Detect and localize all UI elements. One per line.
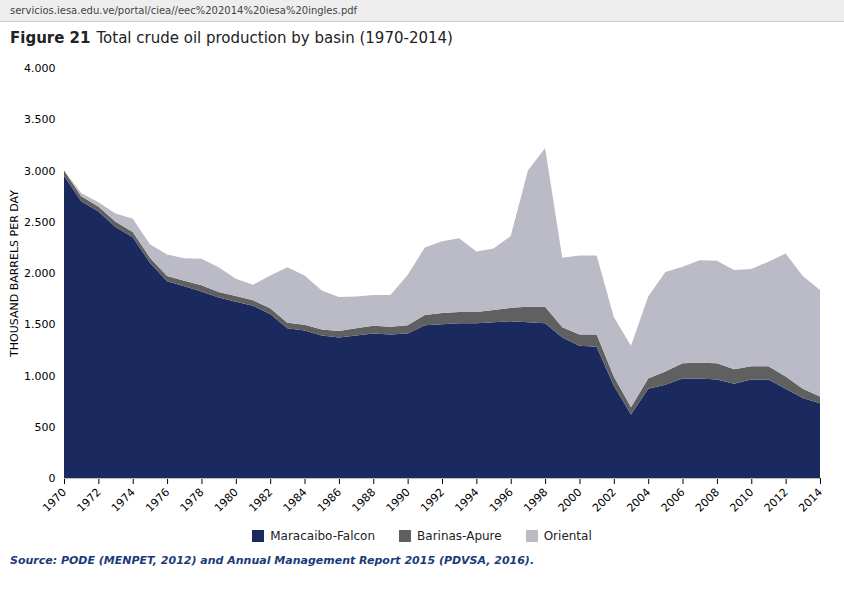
svg-text:4.000: 4.000: [24, 62, 56, 75]
svg-text:1970: 1970: [40, 486, 69, 515]
svg-text:1976: 1976: [143, 486, 172, 515]
svg-text:2000: 2000: [556, 486, 585, 515]
svg-text:1986: 1986: [315, 486, 344, 515]
html-text:Maracaibo-Falcon: Maracaibo-Falcon: [270, 529, 375, 543]
svg-text:2008: 2008: [693, 486, 722, 515]
svg-text:1972: 1972: [74, 486, 103, 515]
svg-text:1994: 1994: [452, 486, 481, 515]
svg-text:THOUSAND BARRELS PER DAY: THOUSAND BARRELS PER DAY: [8, 190, 21, 358]
html-text:Barinas-Apure: Barinas-Apure: [417, 529, 502, 543]
svg-text:2004: 2004: [624, 486, 653, 515]
svg-text:1990: 1990: [384, 486, 413, 515]
html-text:Figure 21 Total crude oil prod: Figure 21 Total crude oil production by …: [10, 29, 453, 47]
svg-text:3.000: 3.000: [24, 165, 56, 178]
html-text:servicios.iesa.edu.ve/portal/c: servicios.iesa.edu.ve/portal/ciea//eec%2…: [10, 5, 358, 16]
svg-text:1980: 1980: [212, 486, 241, 515]
svg-text:2.000: 2.000: [24, 267, 56, 280]
svg-text:1998: 1998: [521, 486, 550, 515]
svg-text:2012: 2012: [762, 486, 791, 515]
svg-text:1.000: 1.000: [24, 370, 56, 383]
svg-text:1992: 1992: [418, 486, 447, 515]
svg-text:1978: 1978: [178, 486, 207, 515]
svg-text:1974: 1974: [109, 486, 138, 515]
svg-text:2010: 2010: [727, 486, 756, 515]
html-text:Source: PODE (MENPET, 2012) an: Source: PODE (MENPET, 2012) and Annual M…: [10, 554, 535, 567]
svg-text:3.500: 3.500: [24, 113, 56, 126]
svg-text:2.500: 2.500: [24, 216, 56, 229]
svg-text:1982: 1982: [246, 486, 275, 515]
svg-text:2006: 2006: [659, 486, 688, 515]
svg-text:1984: 1984: [281, 486, 310, 515]
html-text:Oriental: Oriental: [543, 529, 592, 543]
svg-text:1988: 1988: [349, 486, 378, 515]
svg-text:2002: 2002: [590, 486, 619, 515]
svg-text:1.500: 1.500: [24, 318, 56, 331]
svg-text:1996: 1996: [487, 486, 516, 515]
svg-text:500: 500: [35, 421, 56, 434]
svg-text:2014: 2014: [796, 486, 825, 515]
svg-text:0: 0: [49, 472, 56, 485]
